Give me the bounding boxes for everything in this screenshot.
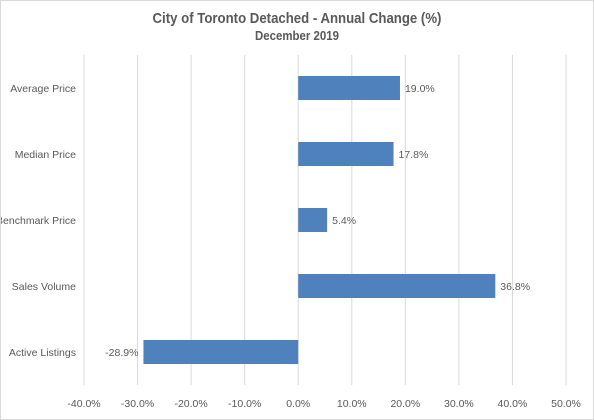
category-label: Active Listings	[9, 347, 76, 359]
chart-subtitle: December 2019	[255, 28, 339, 43]
chart-title: City of Toronto Detached - Annual Change…	[152, 10, 442, 27]
x-tick-label: 30.0%	[444, 398, 474, 410]
data-label: 5.4%	[332, 215, 356, 227]
data-label: 36.8%	[500, 281, 530, 293]
bar	[298, 208, 328, 232]
category-label: Average Price	[10, 83, 76, 95]
bar	[298, 76, 400, 100]
bar	[298, 274, 496, 298]
category-label: Median Price	[15, 149, 76, 161]
x-tick-label: 0.0%	[286, 398, 310, 410]
data-label: 17.8%	[399, 149, 429, 161]
bar	[143, 340, 299, 364]
x-tick-label: -30.0%	[121, 398, 154, 410]
x-tick-label: 20.0%	[390, 398, 420, 410]
x-tick-label: 50.0%	[551, 398, 581, 410]
x-tick-label: -10.0%	[228, 398, 261, 410]
x-tick-label: 40.0%	[498, 398, 528, 410]
category-label: Sales Volume	[12, 281, 76, 293]
bar	[298, 142, 394, 166]
category-label: Benchmark Price	[1, 215, 76, 227]
x-tick-label: 10.0%	[337, 398, 367, 410]
data-label: -28.9%	[105, 347, 138, 359]
x-tick-label: -20.0%	[174, 398, 207, 410]
x-tick-label: -40.0%	[67, 398, 100, 410]
data-label: 19.0%	[405, 83, 435, 95]
